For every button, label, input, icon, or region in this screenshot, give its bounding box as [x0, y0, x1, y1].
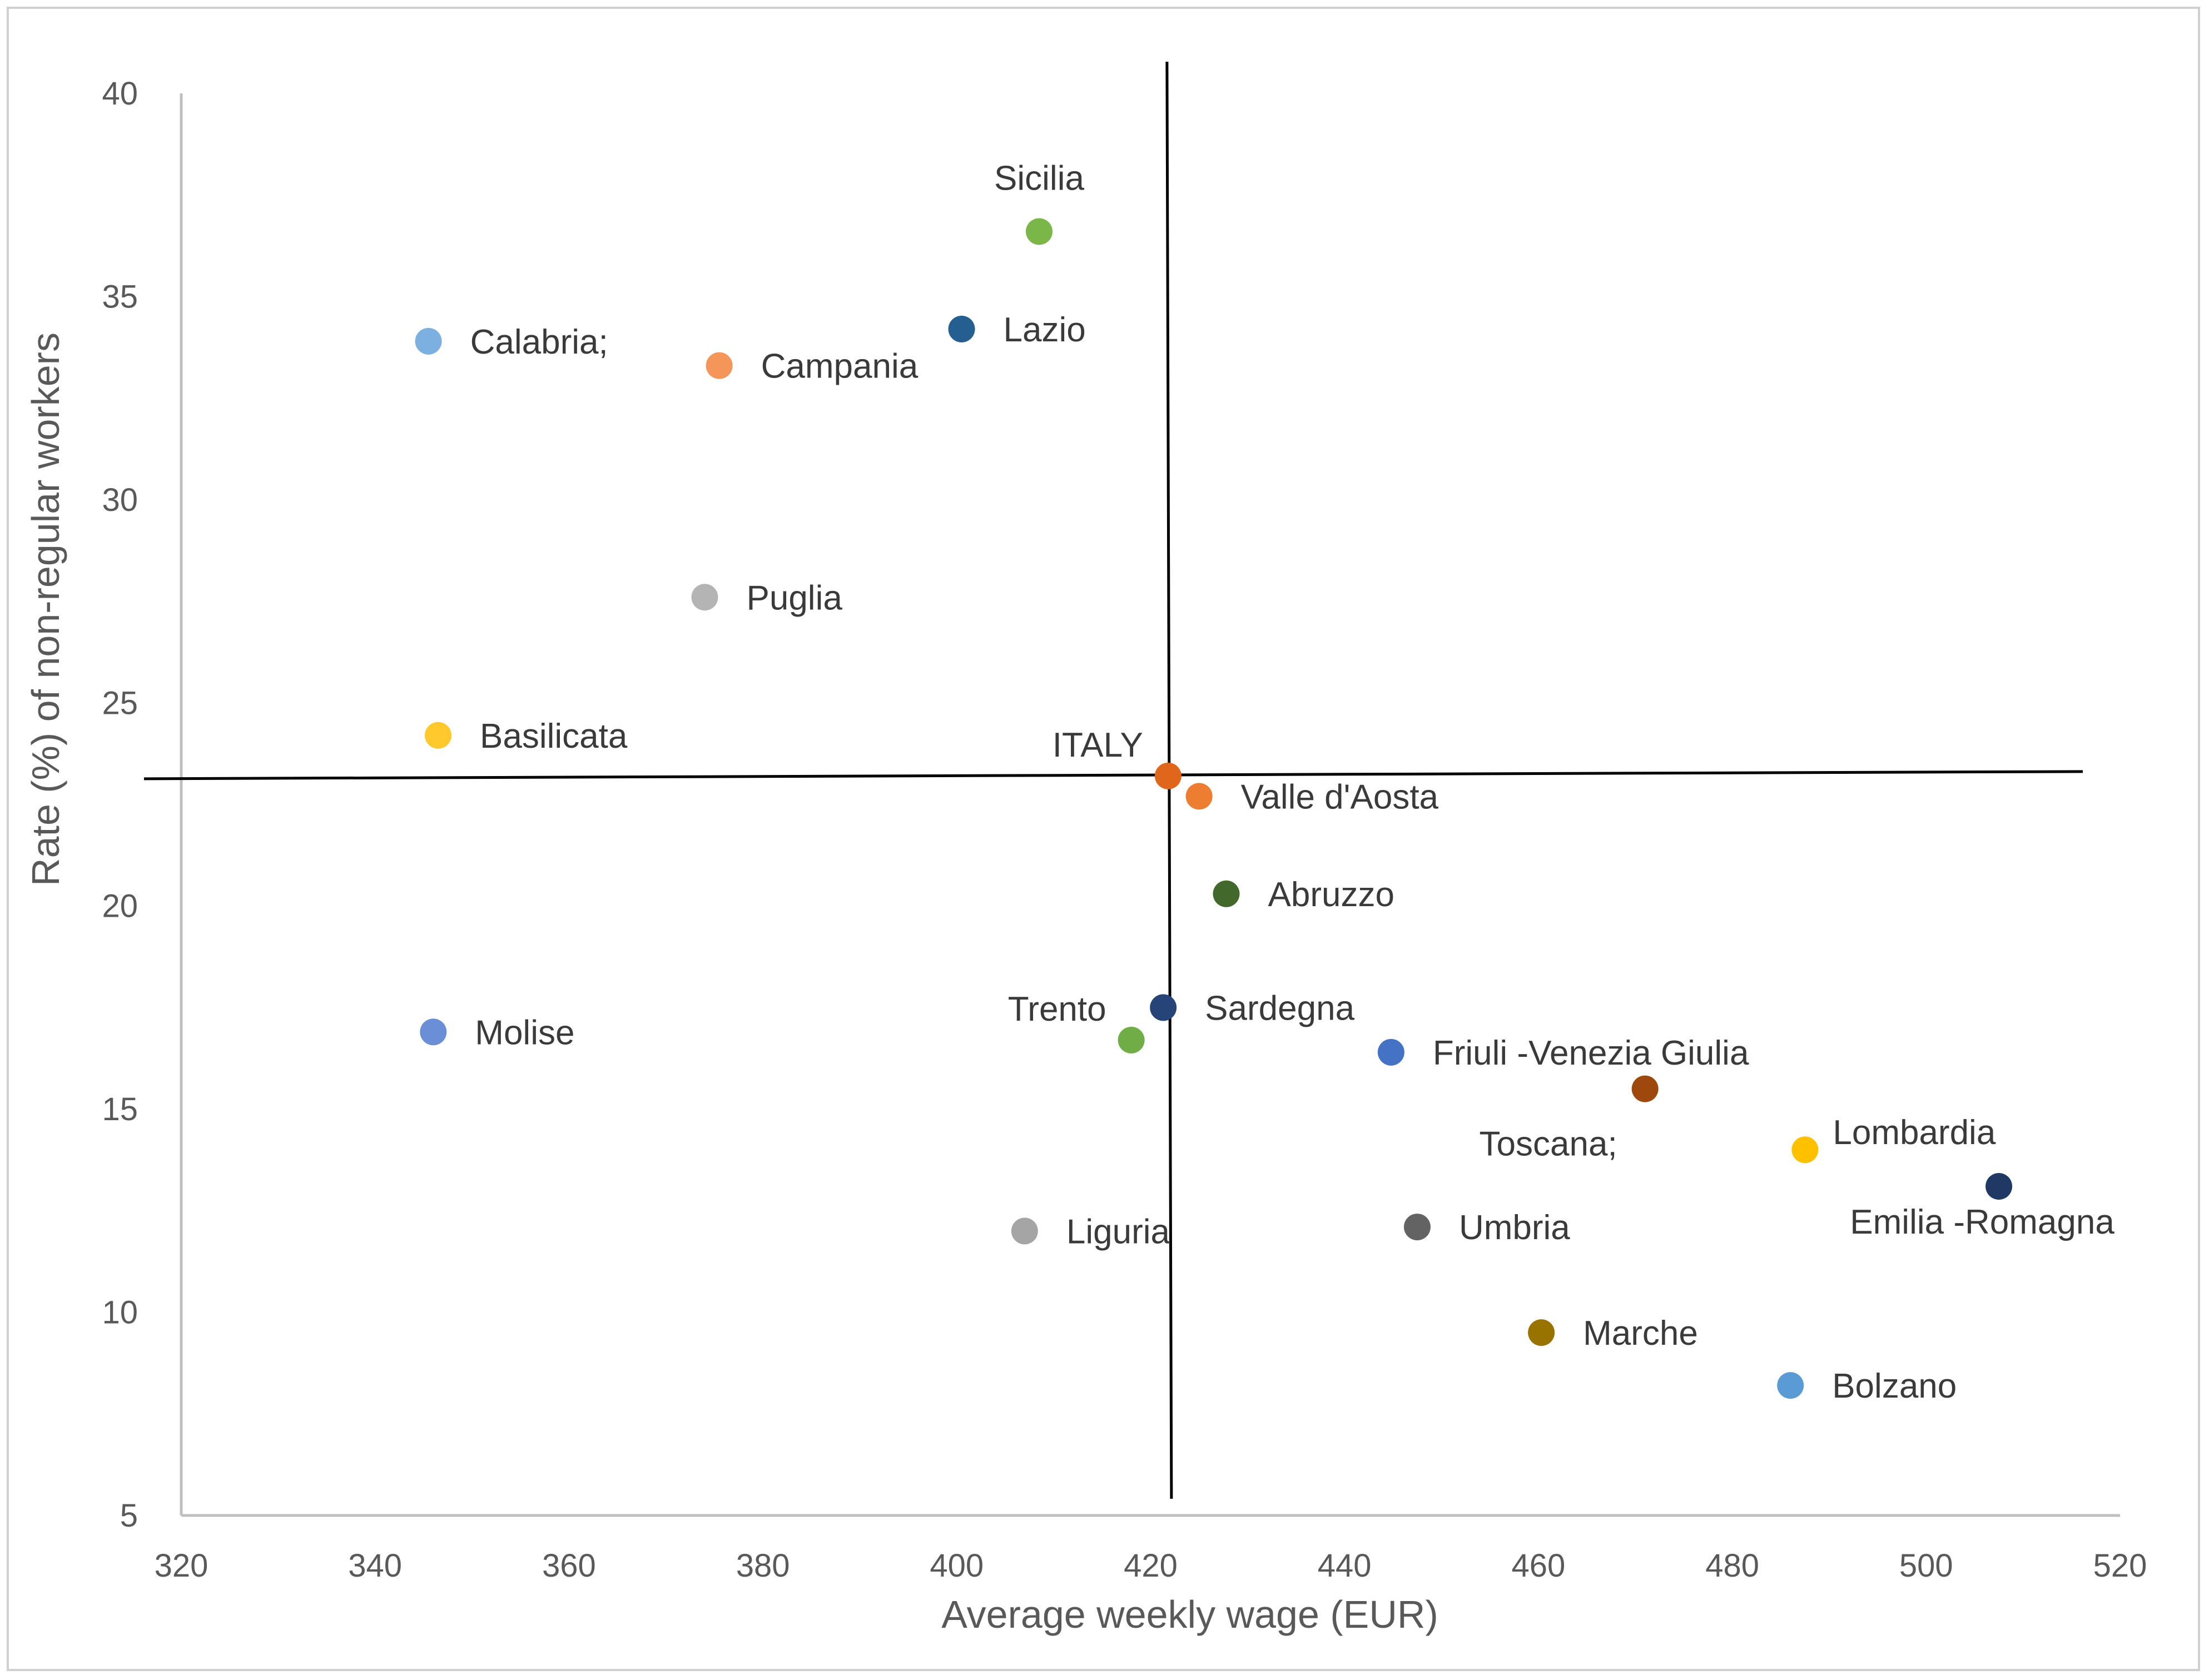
reference-line-horizontal: [143, 770, 2083, 781]
data-point-molise: [420, 1018, 447, 1046]
data-point-toscana: [1631, 1075, 1659, 1102]
x-tick-label: 440: [1318, 1548, 1372, 1584]
x-tick-label: 400: [930, 1548, 984, 1584]
data-label: Marche: [1583, 1314, 1698, 1353]
reference-lines: [143, 61, 2083, 1499]
x-tick-label: 420: [1124, 1548, 1178, 1584]
y-tick-label: 15: [102, 1091, 138, 1127]
data-label: Basilicata: [480, 717, 628, 755]
data-point-lazio: [948, 315, 975, 342]
data-labels: Sicilia Lazio Calabria; Campania Puglia Basil…: [470, 159, 2115, 1405]
data-label: Bolzano: [1832, 1367, 1957, 1405]
data-points: [415, 218, 2013, 1399]
scatter-chart: 320 340 360 380 400 420 440 460 480 500 520 5 10 15 20…: [24, 61, 2147, 1636]
data-label: Abruzzo: [1268, 876, 1394, 914]
data-point-friuli-venezia-giulia: [1377, 1038, 1404, 1066]
x-tick-label: 360: [542, 1548, 596, 1584]
data-label: Liguria: [1066, 1212, 1170, 1251]
x-tick-label: 500: [1899, 1548, 1953, 1584]
x-tick-label: 480: [1705, 1548, 1759, 1584]
x-tick-label: 380: [736, 1548, 790, 1584]
y-axis-title: Rate (%) of non-regular workers: [24, 332, 67, 886]
x-axis-title: Average weekly wage (EUR): [941, 1593, 1438, 1636]
data-label: Friuli -Venezia Giulia: [1433, 1034, 1749, 1072]
x-tick-label: 320: [155, 1548, 209, 1584]
data-point-sardegna: [1150, 994, 1177, 1021]
data-point-umbria: [1403, 1214, 1431, 1241]
axes-layer: [180, 93, 2120, 1517]
data-point-italy: [1154, 762, 1182, 789]
data-point-trento: [1118, 1026, 1145, 1053]
y-tick-label: 35: [102, 279, 138, 315]
data-label: Trento: [1008, 990, 1106, 1028]
data-label: Lombardia: [1833, 1114, 1995, 1152]
data-label: Sicilia: [994, 159, 1084, 197]
data-point-marche: [1528, 1319, 1555, 1346]
data-point-abruzzo: [1213, 880, 1240, 907]
x-tick-label: 460: [1512, 1548, 1566, 1584]
y-tick-label: 20: [102, 888, 138, 925]
data-point-liguria: [1011, 1217, 1038, 1245]
data-label: Calabria;: [470, 323, 608, 361]
data-point-lombardia: [1791, 1136, 1819, 1164]
data-label: Puglia: [746, 579, 842, 617]
data-point-bolzano: [1777, 1372, 1804, 1399]
data-point-calabria: [415, 327, 442, 355]
data-label: Emilia -Romagna: [1850, 1203, 2114, 1241]
y-tick-label: 30: [102, 482, 138, 518]
y-tick-label: 40: [102, 76, 138, 112]
data-label: Campania: [761, 347, 919, 386]
data-point-sicilia: [1025, 218, 1053, 245]
data-point-puglia: [691, 584, 718, 611]
data-label: Sardegna: [1205, 989, 1354, 1027]
data-label: Lazio: [1004, 311, 1086, 349]
y-tick-label: 25: [102, 685, 138, 721]
y-tick-label: 10: [102, 1295, 138, 1331]
data-label: Molise: [475, 1013, 574, 1052]
data-point-valle-d-aosta: [1185, 783, 1213, 810]
data-point-emilia-romagna: [1985, 1173, 2013, 1200]
y-tick-label: 5: [120, 1498, 138, 1534]
x-tick-label: 520: [2093, 1548, 2147, 1584]
chart-frame: 320 340 360 380 400 420 440 460 480 500 520 5 10 15 20…: [7, 7, 2200, 1671]
data-point-basilicata: [425, 722, 452, 749]
tick-labels: 320 340 360 380 400 420 440 460 480 500 520 5 10 15 20…: [102, 76, 2147, 1584]
x-tick-label: 340: [348, 1548, 402, 1584]
data-point-campania: [706, 352, 733, 379]
data-label: ITALY: [1053, 726, 1143, 764]
data-label: Umbria: [1459, 1209, 1570, 1247]
data-label: Toscana;: [1480, 1125, 1617, 1164]
data-label: Valle d'Aosta: [1241, 778, 1439, 816]
